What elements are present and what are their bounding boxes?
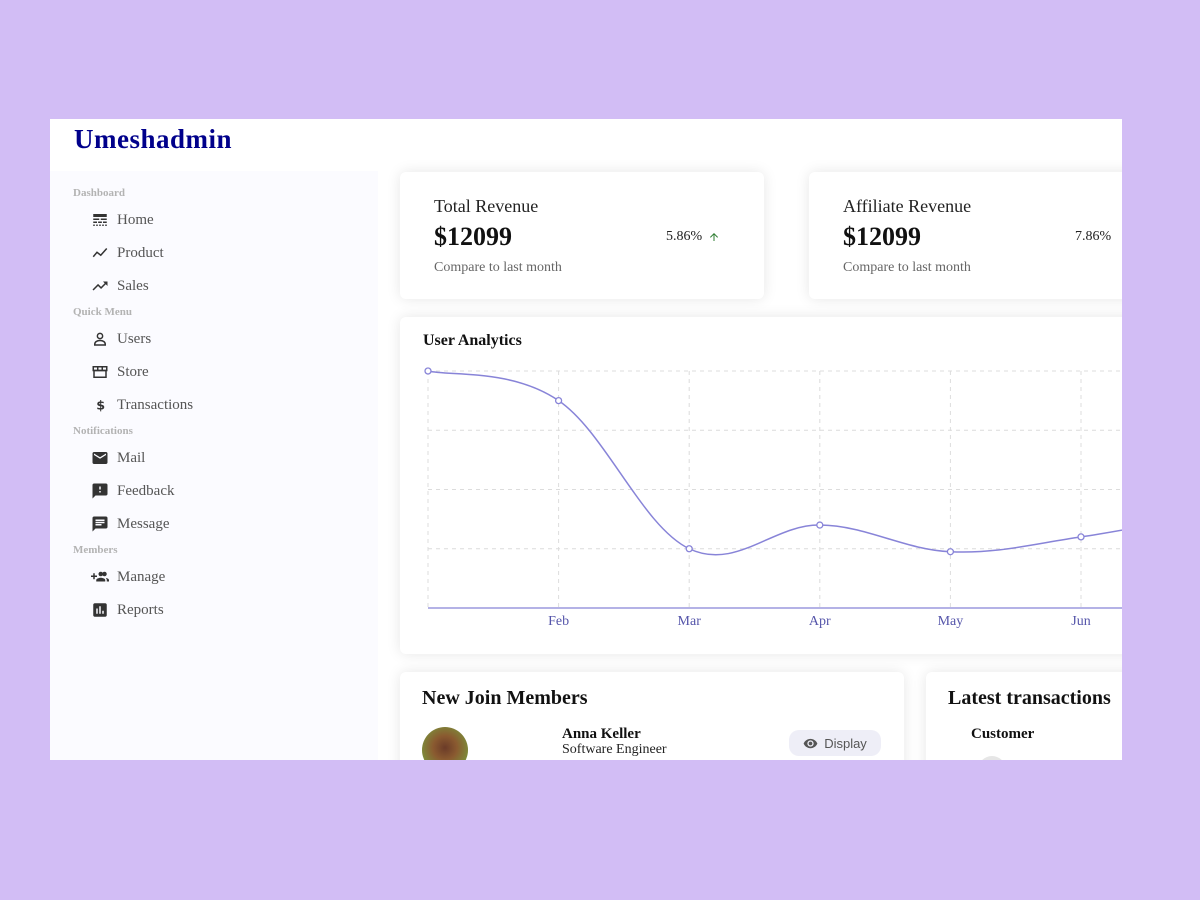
brand-logo[interactable]: Umeshadmin [74,124,233,154]
user-analytics-chart-card: User Analytics Feb Mar Apr May Jun [400,317,1122,654]
member-job-title: Software Engineer [562,742,667,757]
chart-data-point [685,545,693,553]
featured-subtitle: Compare to last month [843,260,971,275]
visibility-icon [803,738,818,748]
sidebar-item-label: Sales [117,277,149,294]
member-name: Anna Keller [562,726,641,742]
featured-subtitle: Compare to last month [434,260,562,275]
sidebar-section-dashboard: Dashboard [73,187,125,199]
sidebar-item-users[interactable]: Users [90,327,151,351]
display-button-label: Display [824,735,867,751]
person-outline-icon [90,330,110,348]
chart-data-point [424,367,432,375]
feedback-icon [90,482,110,500]
sidebar-item-mail[interactable]: Mail [90,446,145,470]
sidebar-item-label: Mail [117,449,146,466]
featured-rate: 5.86% [666,229,720,245]
table-header-customer: Customer [971,726,1035,742]
featured-value: $12099 [843,222,921,251]
sidebar-item-message[interactable]: Message [90,512,170,536]
sidebar-item-label: Home [117,211,154,228]
featured-rate-value: 7.86% [1075,229,1112,244]
chart-data-point [554,396,563,405]
dollar-icon: $ [90,396,110,414]
chart-tick-label: Mar [678,614,702,629]
sidebar-item-sales[interactable]: Sales [90,274,149,298]
chart-tick-label: May [938,614,964,629]
sidebar-item-manage[interactable]: Manage [90,565,165,589]
new-join-members-widget: New Join Members Anna Keller Software En… [400,672,904,760]
chart-data-point [816,521,824,529]
sidebar-item-feedback[interactable]: Feedback [90,479,174,503]
bar-chart-icon [90,601,110,619]
sidebar-section-members: Members [73,544,118,556]
line-style-icon [90,211,110,229]
featured-rate-value: 5.86% [666,229,703,244]
sidebar-item-label: Transactions [117,396,194,413]
topbar: Umeshadmin [50,119,1122,171]
widget-title: Latest transactions [948,687,1111,709]
widget-title: New Join Members [422,687,588,709]
arrow-upward-icon [710,233,719,241]
timeline-icon [90,244,110,262]
featured-card-affiliate-revenue: Affiliate Revenue $12099 7.86% Compare t… [809,172,1122,299]
chart-data-point [946,548,955,556]
display-button[interactable]: Display [789,730,881,756]
sidebar-item-label: Feedback [117,482,175,499]
sidebar: Dashboard Home Product Sales Quick Menu … [50,171,378,760]
sidebar-item-label: Product [117,244,164,261]
user-analytics-chart: Feb Mar Apr May Jun [424,367,1122,629]
sidebar-item-product[interactable]: Product [90,241,164,265]
storefront-icon [90,363,110,381]
featured-title: Total Revenue [434,196,539,216]
sidebar-item-label: Store [117,363,149,380]
sidebar-section-quick-menu: Quick Menu [73,306,132,318]
sidebar-item-label: Manage [117,568,166,585]
svg-text:$: $ [96,399,105,414]
sidebar-section-notifications: Notifications [73,425,133,437]
featured-title: Affiliate Revenue [843,196,972,216]
sidebar-item-label: Message [117,515,170,532]
sidebar-item-label: Users [117,330,152,347]
sidebar-item-label: Reports [117,601,164,618]
sidebar-item-home[interactable]: Home [90,208,154,232]
chart-tick-label: Feb [548,614,569,629]
featured-value: $12099 [434,222,512,251]
chart-tick-label: Apr [809,614,831,629]
latest-transactions-widget: Latest transactions Customer [926,672,1122,760]
avatar [422,727,468,760]
chat-icon [90,515,110,533]
chart-data-point [1077,533,1085,541]
chart-tick-label: Jun [1071,614,1090,629]
featured-card-total-revenue: Total Revenue $12099 5.86% Compare to la… [400,172,764,299]
admin-app: Umeshadmin Dashboard Home Product Sales … [50,119,1122,760]
sidebar-item-transactions[interactable]: $ Transactions [90,393,193,417]
group-add-icon [90,568,110,586]
mail-icon [90,449,110,467]
sidebar-item-store[interactable]: Store [90,360,149,384]
sidebar-item-reports[interactable]: Reports [90,598,164,622]
trending-up-icon [90,277,110,295]
chart-series-line [427,370,1122,556]
chart-title: User Analytics [423,332,522,349]
avatar [978,756,1006,760]
featured-rate: 7.86% [1075,229,1111,245]
